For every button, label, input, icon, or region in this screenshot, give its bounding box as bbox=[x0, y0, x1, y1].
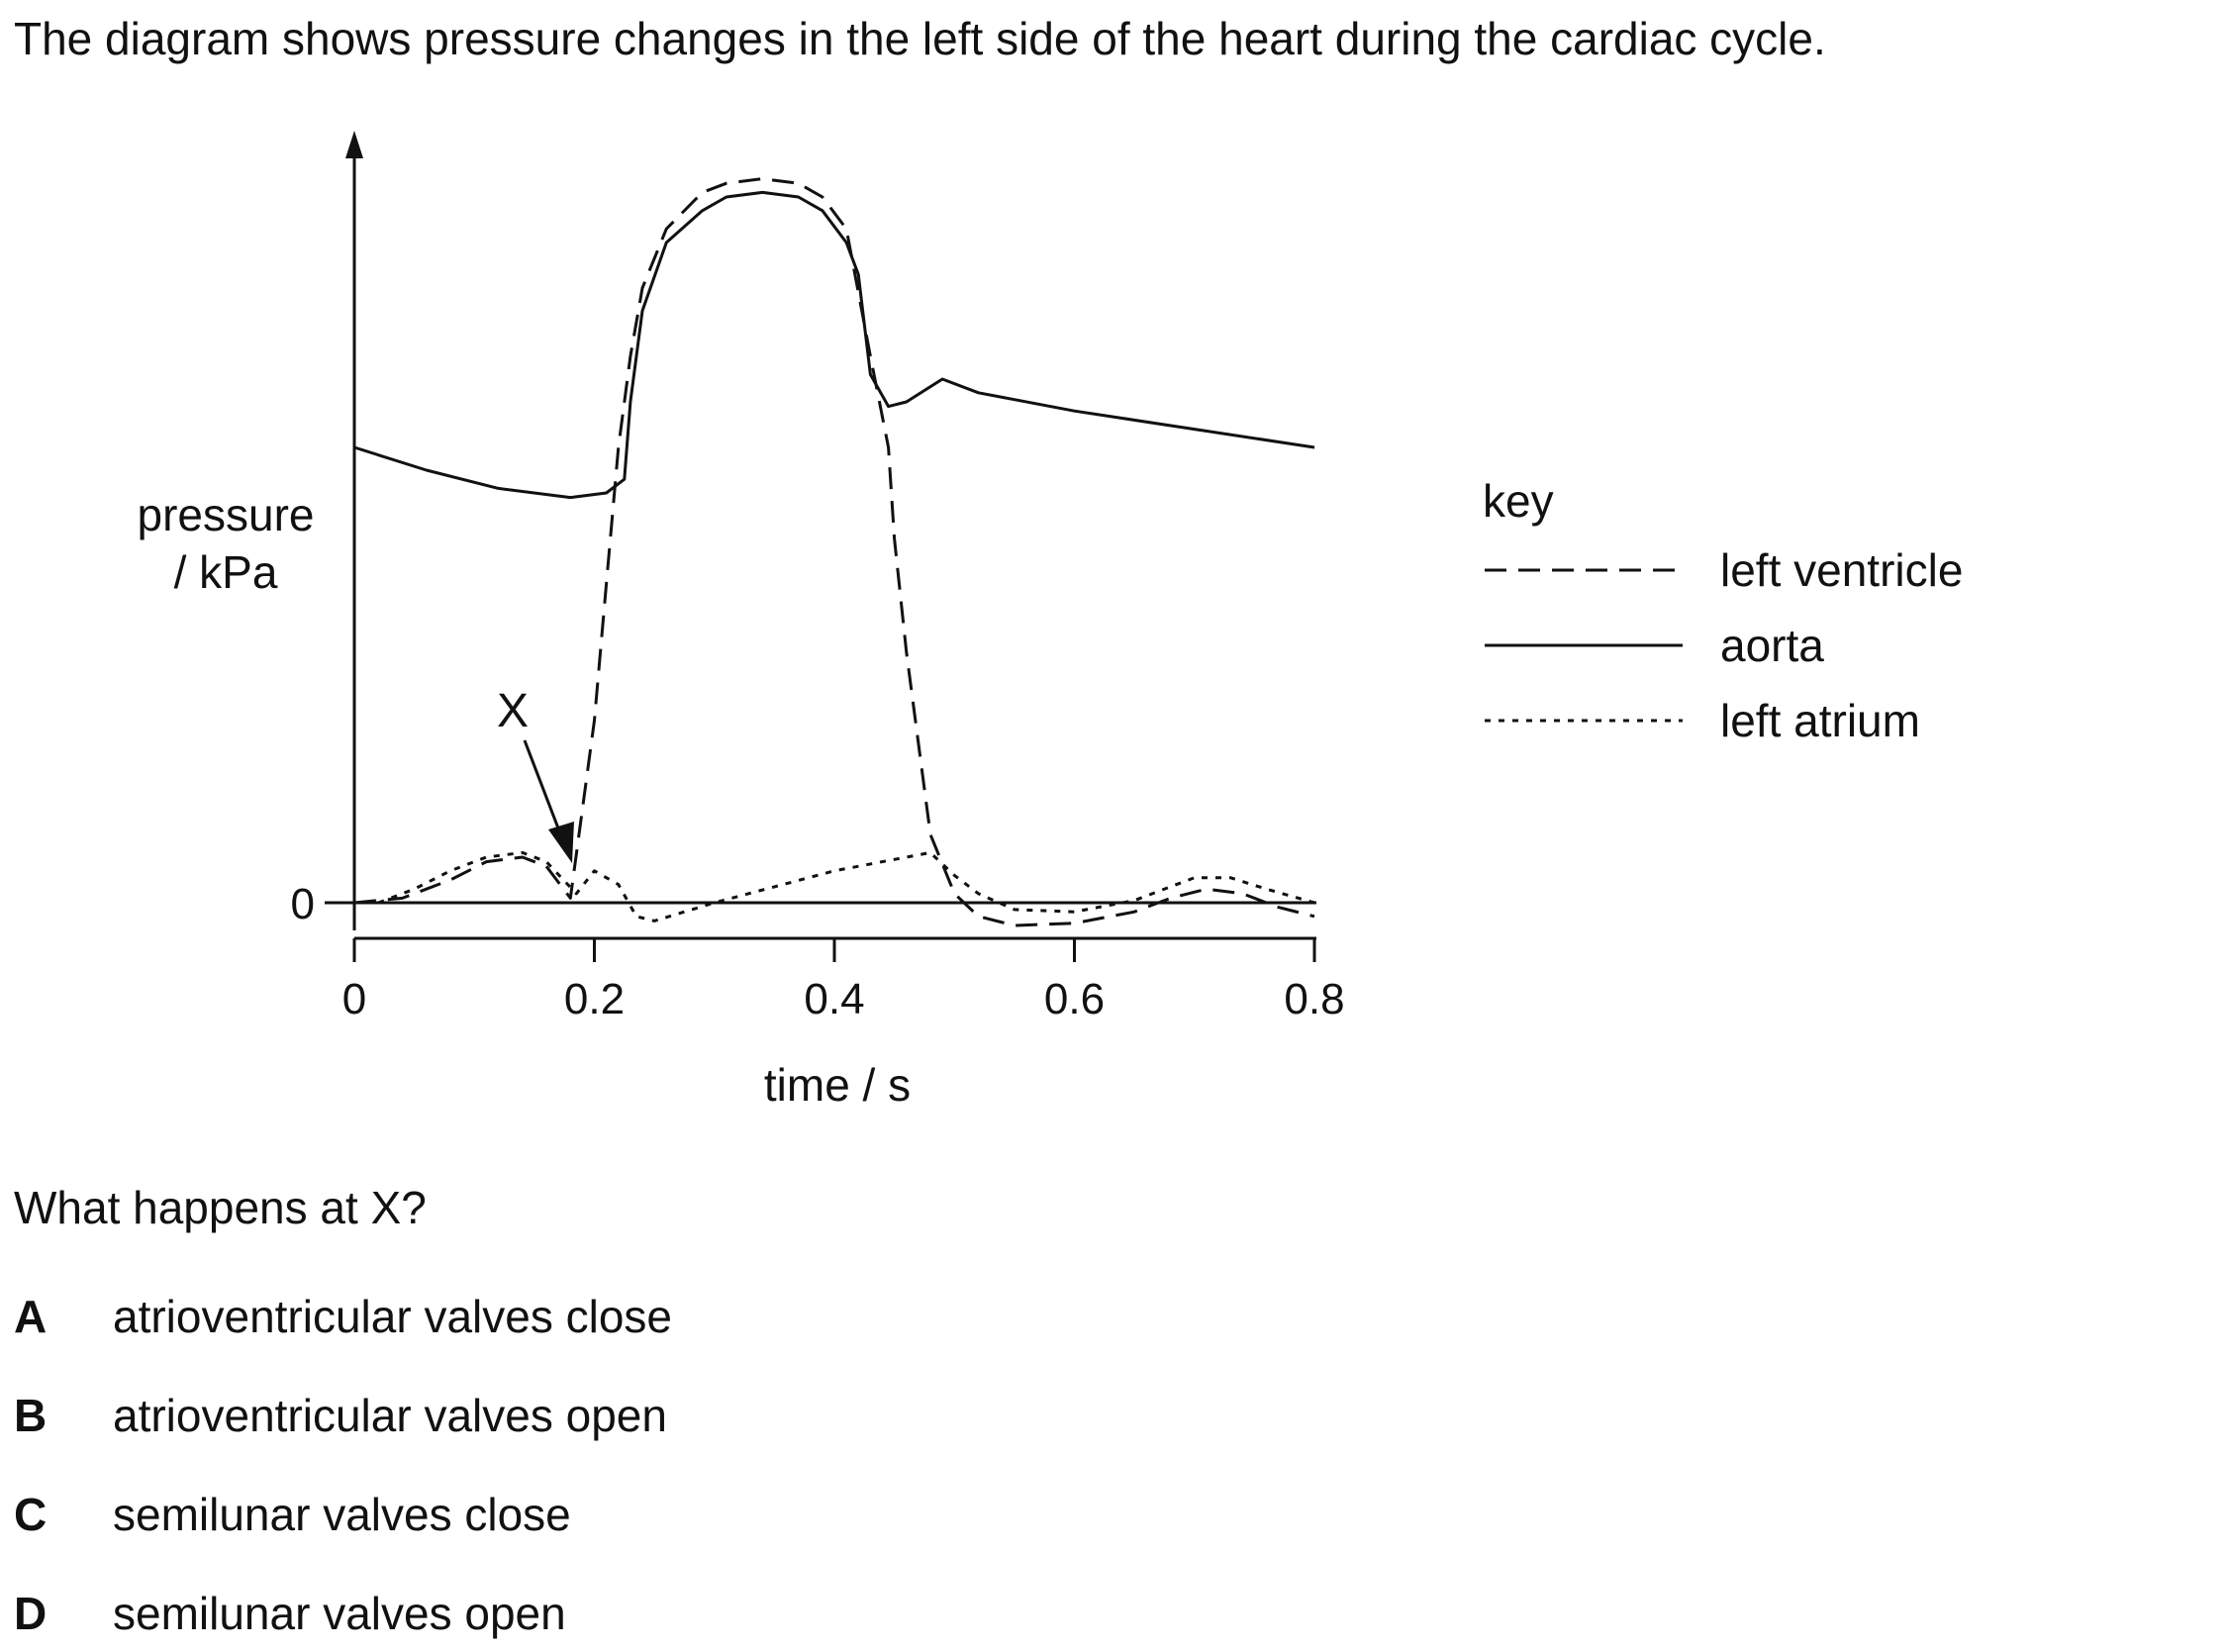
option-b-text: atrioventricular valves open bbox=[113, 1390, 667, 1441]
x-tick-label-3: 0.6 bbox=[1044, 975, 1105, 1023]
legend-label-left-ventricle: left ventricle bbox=[1720, 544, 1963, 596]
option-a-letter: A bbox=[14, 1291, 48, 1342]
annotation-x-label: X bbox=[497, 685, 529, 737]
legend-label-aorta: aorta bbox=[1720, 620, 1824, 671]
series-line-aorta bbox=[353, 190, 1315, 500]
x-tick-label-4: 0.8 bbox=[1284, 975, 1344, 1023]
x-axis-label: time / s bbox=[764, 1059, 911, 1111]
series-line-left-ventricle bbox=[353, 177, 1315, 927]
option-a-text: atrioventricular valves close bbox=[113, 1291, 673, 1342]
legend: key left ventricle aorta left atrium bbox=[1483, 475, 1963, 746]
intro-text: The diagram shows pressure changes in th… bbox=[14, 13, 1826, 64]
option-c-letter: C bbox=[14, 1489, 48, 1540]
chart-series bbox=[353, 177, 1315, 927]
x-ticks: 0 0.2 0.4 0.6 0.8 bbox=[342, 938, 1345, 1023]
x-annotation: X bbox=[497, 685, 574, 863]
annotation-x-arrow-line bbox=[523, 739, 562, 834]
series-line-left-atrium bbox=[377, 850, 1315, 923]
question-text: What happens at X? bbox=[14, 1182, 427, 1233]
legend-label-left-atrium: left atrium bbox=[1720, 695, 1920, 746]
y-axis-label-line-2: / kPa bbox=[174, 546, 278, 598]
chart-axes: 0 pressure / kPa time / s bbox=[138, 131, 1316, 1111]
option-d-letter: D bbox=[14, 1588, 48, 1639]
y-axis-arrowhead bbox=[345, 131, 363, 158]
annotation-x-arrowhead bbox=[548, 822, 574, 863]
x-tick-label-2: 0.4 bbox=[804, 975, 864, 1023]
x-tick-label-1: 0.2 bbox=[564, 975, 625, 1023]
y-axis-label-line-1: pressure bbox=[138, 489, 315, 540]
legend-title: key bbox=[1483, 475, 1554, 527]
y-tick-label-0: 0 bbox=[291, 880, 315, 928]
option-c-text: semilunar valves close bbox=[113, 1489, 571, 1540]
option-d-text: semilunar valves open bbox=[113, 1588, 566, 1639]
x-tick-label-0: 0 bbox=[342, 975, 366, 1023]
option-b-letter: B bbox=[14, 1390, 48, 1441]
